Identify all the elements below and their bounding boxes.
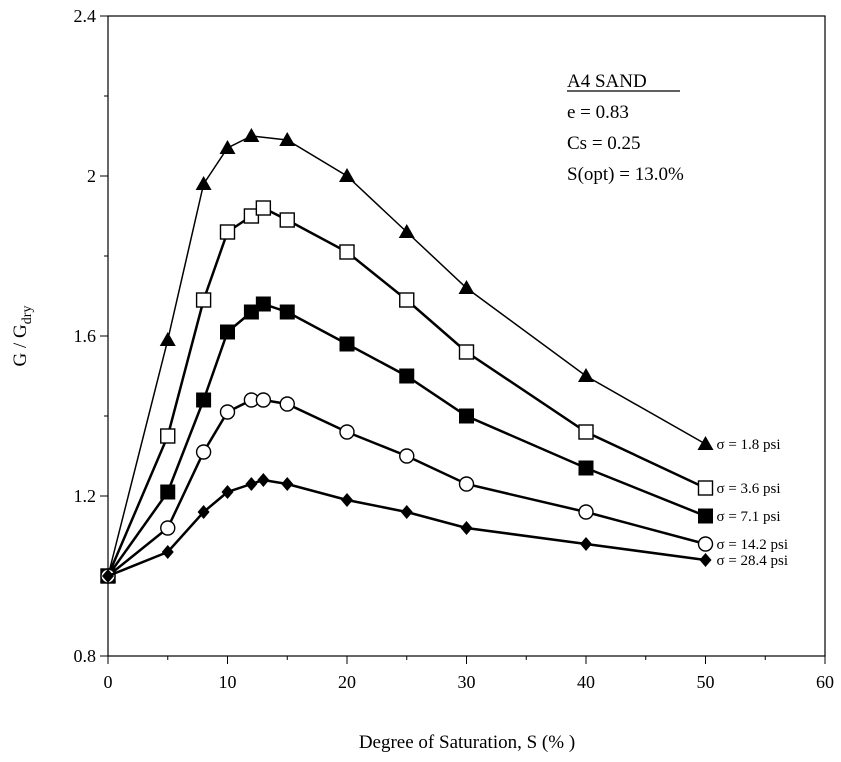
series-2-point [578, 424, 594, 440]
series-5-point [460, 521, 473, 535]
series-3-point [243, 304, 259, 320]
series-4-point [195, 444, 212, 460]
annotation-title: A4 SAND [567, 71, 647, 92]
series-5: σ = 28.4 psi [102, 473, 788, 583]
series-2-point [279, 212, 295, 228]
series-2-point [255, 200, 272, 216]
series-3-point [196, 392, 212, 408]
series-5-point [161, 545, 174, 559]
series-5-label: σ = 28.4 psi [717, 553, 789, 569]
annotation-line-sopt: S(opt) = 13.0% [567, 164, 684, 185]
annotation-block: A4 SAND e = 0.83 Cs = 0.25 S(opt) = 13.0… [567, 71, 684, 185]
series-5-point [580, 537, 592, 551]
series-3-line [106, 302, 706, 577]
series-5-point [699, 553, 712, 567]
series-3-point [339, 336, 355, 352]
series-5-point [197, 505, 210, 519]
x-tick-label: 30 [458, 672, 476, 692]
x-tick-label: 0 [104, 672, 113, 692]
x-axis-title: Degree of Saturation, S (% ) [359, 732, 575, 753]
y-tick-label: 1.2 [74, 486, 97, 506]
series-1-point [458, 280, 475, 294]
series-5-point [102, 569, 114, 583]
x-tick-label: 60 [816, 672, 834, 692]
series-4-point [160, 520, 176, 536]
series-2-point [399, 292, 415, 308]
series-3-label: σ = 7.1 psi [717, 509, 781, 525]
series-2-point [160, 428, 176, 444]
series-3-point [459, 408, 474, 424]
series-3: σ = 7.1 psi [100, 296, 781, 584]
series-1-point [219, 140, 236, 154]
series-4-point [458, 476, 475, 492]
series-5-point [281, 477, 294, 491]
series-3-point [279, 304, 295, 320]
series-4-line [107, 398, 706, 577]
series-1-point [339, 168, 355, 182]
series-4: σ = 14.2 psi [100, 392, 789, 584]
series-2-point [219, 224, 236, 240]
series-3-point [255, 296, 271, 312]
series-1-point [279, 132, 296, 146]
series-1-label: σ = 1.8 psi [717, 437, 781, 453]
y-tick-label: 0.8 [74, 646, 97, 666]
series-3-point [160, 484, 176, 500]
y-axis-title-subscript: dry [20, 306, 35, 325]
series-1-point [159, 332, 176, 346]
series-1-point [243, 128, 260, 142]
x-tick-label: 40 [577, 672, 595, 692]
series-4-point [399, 448, 415, 464]
series-layer: σ = 1.8 psi σ = 3.6 psi σ = 7.1 psi σ = 14.… [100, 128, 788, 584]
series-1-point [578, 368, 594, 382]
series-4-point [219, 404, 236, 420]
series-2-point [243, 208, 260, 224]
series-5-point [257, 473, 270, 487]
series-1-point [398, 224, 415, 238]
series-3-point [220, 324, 235, 340]
series-4-point [578, 504, 594, 520]
series-3-point [399, 368, 415, 384]
x-tick-label: 50 [697, 672, 715, 692]
y-axis-title-main: G / G [10, 324, 31, 367]
y-tick-label: 1.6 [74, 326, 97, 346]
series-2-point [458, 344, 475, 360]
series-1-point [195, 176, 212, 190]
series-4-label: σ = 14.2 psi [717, 537, 789, 553]
series-5-line [107, 478, 706, 578]
series-2-line [106, 206, 707, 577]
series-4-point [697, 536, 714, 552]
annotation-line-cs: Cs = 0.25 [567, 133, 641, 154]
series-5-point [400, 505, 413, 519]
series-2-point [339, 244, 355, 260]
x-tick-label: 20 [338, 672, 356, 692]
x-tick-label: 10 [219, 672, 237, 692]
annotation-line-void-ratio: e = 0.83 [567, 102, 629, 123]
series-2-point [195, 292, 212, 308]
series-5-point [341, 493, 353, 507]
series-2-label: σ = 3.6 psi [717, 481, 781, 497]
series-5-point [245, 477, 258, 491]
y-axis-title: G / Gdry [10, 306, 35, 367]
series-1-point [697, 436, 714, 450]
y-tick-label: 2 [87, 166, 96, 186]
series-3-point [698, 508, 713, 524]
series-5-point [221, 485, 234, 499]
series-3-point [578, 460, 594, 476]
y-tick-label: 2.4 [74, 6, 97, 26]
series-2-point [697, 480, 714, 496]
series-4-point [255, 392, 272, 408]
series-4-point [339, 424, 355, 440]
axes-layer: 0 10 20 30 40 50 60 0.8 1.2 1.6 2 2.4 [74, 6, 835, 692]
series-2: σ = 3.6 psi [100, 200, 781, 584]
series-4-point [279, 396, 295, 412]
